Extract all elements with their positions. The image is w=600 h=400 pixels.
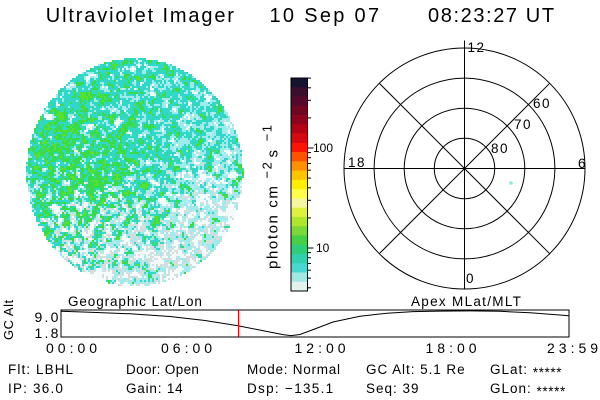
svg-text:photon cm−2s−1: photon cm−2s−1 (260, 123, 282, 269)
